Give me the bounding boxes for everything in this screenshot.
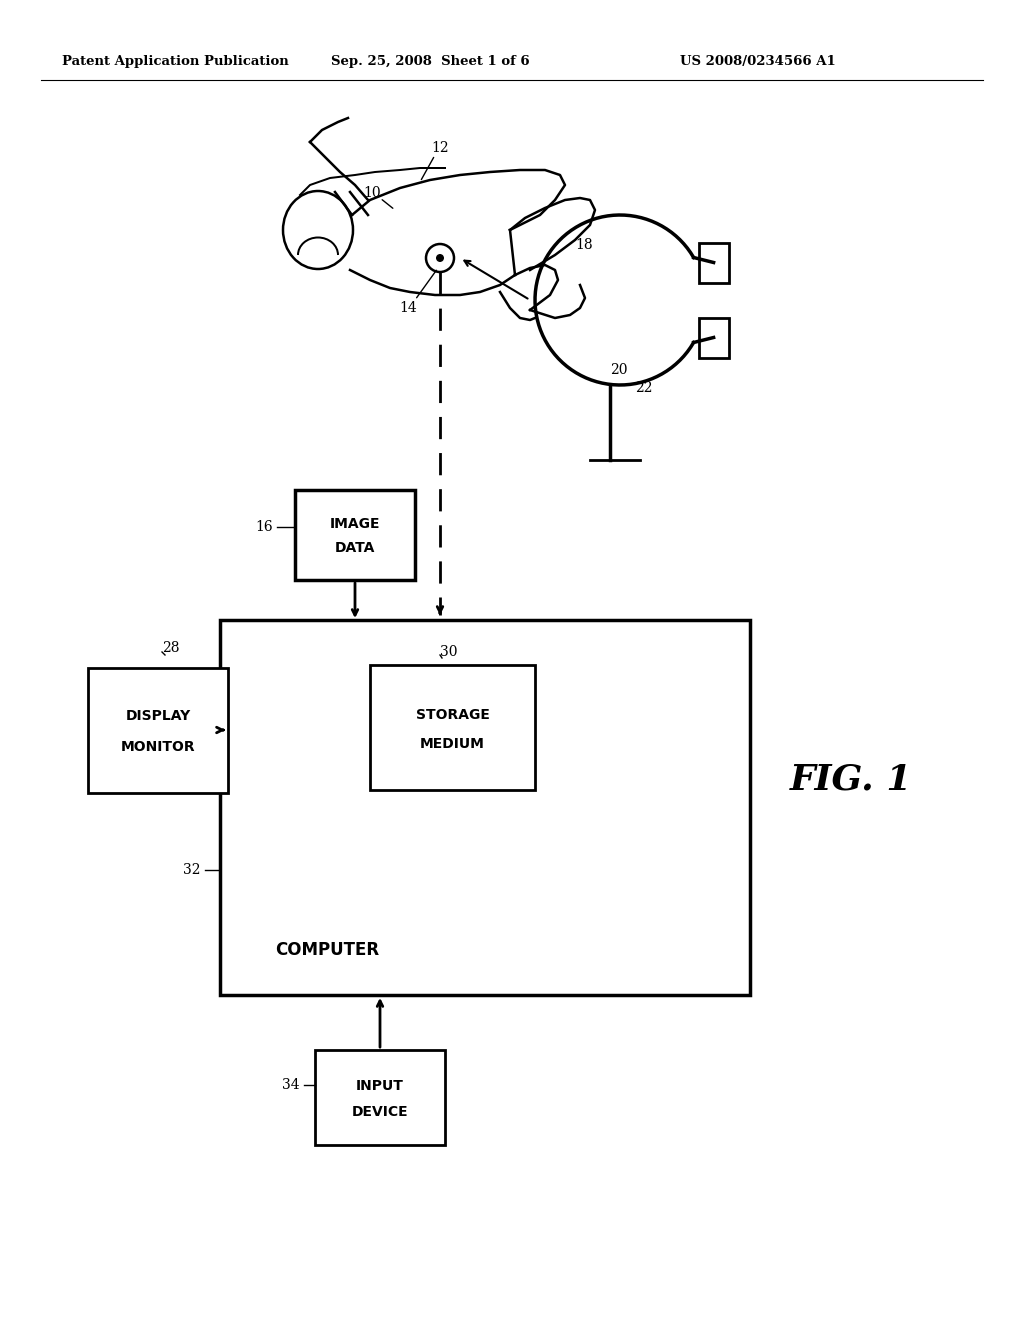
Text: 12: 12 <box>431 141 449 154</box>
Bar <box>370 665 535 789</box>
Text: 30: 30 <box>440 645 458 659</box>
Text: 16: 16 <box>255 520 273 535</box>
Text: Sep. 25, 2008  Sheet 1 of 6: Sep. 25, 2008 Sheet 1 of 6 <box>331 55 529 69</box>
Text: DISPLAY: DISPLAY <box>125 709 190 722</box>
Text: 32: 32 <box>182 863 200 876</box>
Text: US 2008/0234566 A1: US 2008/0234566 A1 <box>680 55 836 69</box>
Text: COMPUTER: COMPUTER <box>275 941 379 960</box>
Text: DATA: DATA <box>335 541 375 556</box>
Text: STORAGE: STORAGE <box>416 708 489 722</box>
Text: 20: 20 <box>610 363 628 378</box>
Text: FIG. 1: FIG. 1 <box>790 763 912 797</box>
Text: INPUT: INPUT <box>356 1078 403 1093</box>
Bar <box>220 620 750 995</box>
Circle shape <box>436 253 444 261</box>
Text: Patent Application Publication: Patent Application Publication <box>62 55 289 69</box>
Text: 34: 34 <box>283 1078 300 1092</box>
Text: 18: 18 <box>575 238 593 252</box>
Bar <box>315 1049 445 1144</box>
Bar <box>698 318 729 358</box>
Text: 28: 28 <box>162 642 179 655</box>
Text: 14: 14 <box>399 301 417 315</box>
Text: 10: 10 <box>364 186 381 201</box>
Text: IMAGE: IMAGE <box>330 517 380 531</box>
Bar <box>295 490 415 579</box>
Text: MONITOR: MONITOR <box>121 739 196 754</box>
Bar <box>88 668 228 793</box>
Text: MEDIUM: MEDIUM <box>420 737 485 751</box>
Text: 22: 22 <box>635 381 652 395</box>
Bar <box>698 243 729 282</box>
Text: DEVICE: DEVICE <box>351 1105 409 1119</box>
